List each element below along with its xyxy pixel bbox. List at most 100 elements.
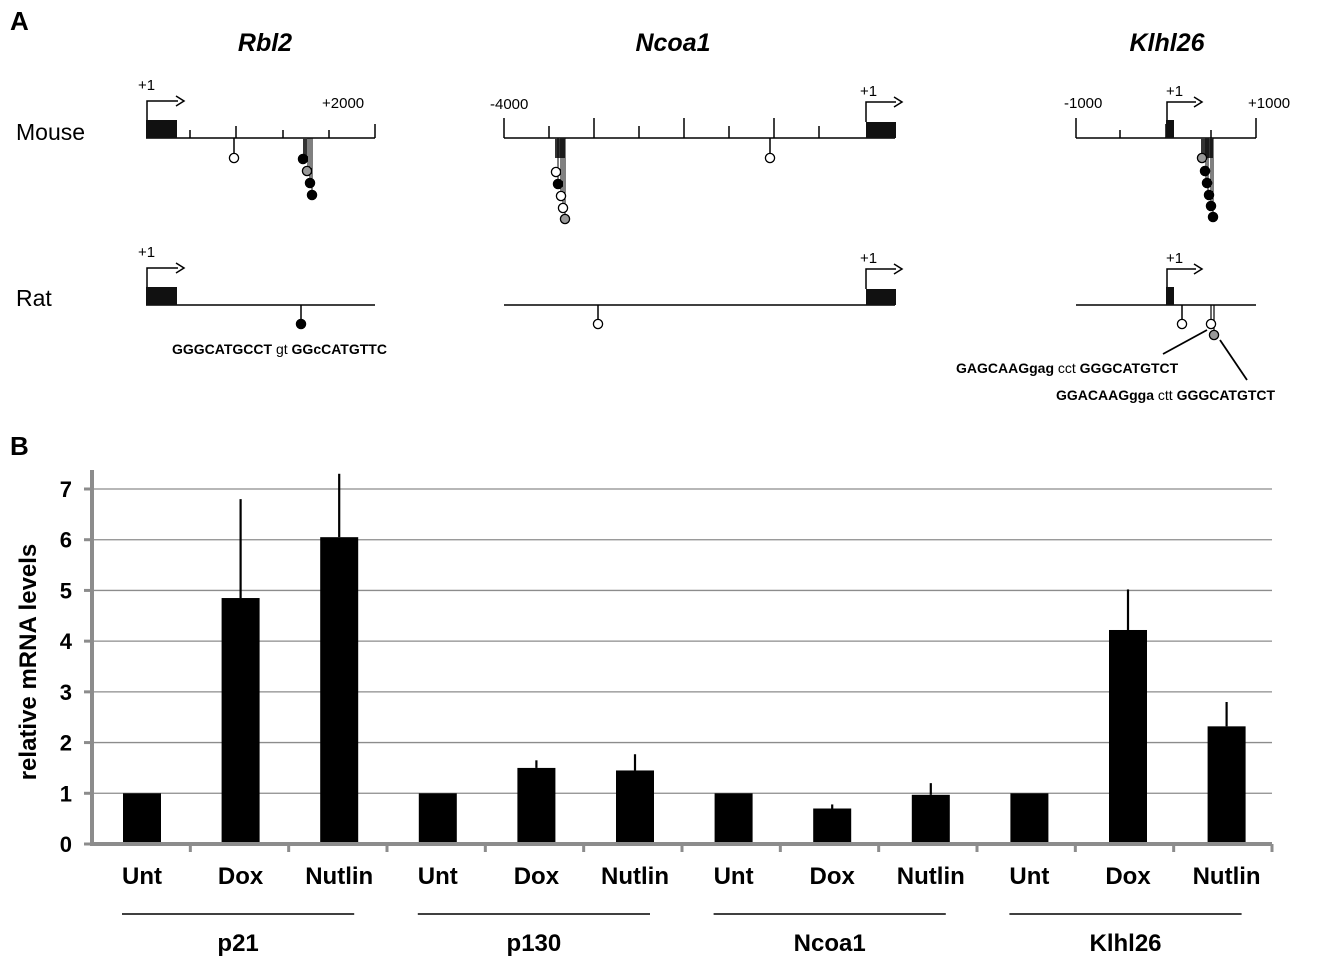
ncoa1-rat-exon bbox=[866, 289, 896, 305]
binding-site-white bbox=[550, 166, 562, 178]
binding-site-black bbox=[306, 189, 318, 201]
gene-title-ncoa1: Ncoa1 bbox=[635, 29, 710, 57]
x-tick-label: Nutlin bbox=[897, 863, 965, 890]
panel-a-gene-diagrams: A Rbl2 Ncoa1 Klhl26 Mouse Rat +1 +2000 bbox=[10, 6, 1290, 403]
bar-ncoa1-dox bbox=[813, 808, 852, 844]
binding-site-black bbox=[552, 178, 564, 190]
y-tick-label: 5 bbox=[60, 578, 72, 603]
binding-site-gray bbox=[1196, 152, 1208, 164]
x-tick-label: Nutlin bbox=[601, 863, 669, 890]
binding-site-black bbox=[1203, 189, 1215, 201]
klhl26-mouse-exon bbox=[1166, 120, 1174, 138]
binding-site-black bbox=[1207, 211, 1219, 223]
rbl2-mouse-exon bbox=[146, 120, 177, 138]
y-tick-label: 1 bbox=[60, 781, 72, 806]
panel-b-bar-chart: B relative mRNA levels 0 1 2 3 4 5 6 7 Unt Dox Nu… bbox=[10, 431, 1274, 957]
ncoa1-rat-tss-arrow bbox=[865, 268, 896, 289]
label-layer: Unt Dox Nutlin p21 Unt Dox Nutlin p130 Unt Dox Nut… bbox=[122, 863, 1261, 957]
arrowhead-icon bbox=[175, 95, 186, 107]
gene-title-rbl2: Rbl2 bbox=[238, 29, 292, 57]
binding-site-black bbox=[304, 177, 316, 189]
binding-site-black bbox=[297, 153, 309, 165]
binding-site-white bbox=[592, 318, 604, 330]
binding-site-white bbox=[228, 152, 240, 164]
y-tick-label: 6 bbox=[60, 528, 72, 553]
binding-site-white bbox=[1176, 318, 1188, 330]
bar-klhl26-dox bbox=[1109, 629, 1147, 844]
rbl2-mouse-tss-label: +1 bbox=[138, 77, 155, 94]
arrowhead-icon bbox=[893, 263, 904, 275]
gene-title-klhl26: Klhl26 bbox=[1129, 29, 1205, 57]
klhl26-rat-tss-arrow bbox=[1166, 268, 1196, 287]
rbl2-rat-tss-arrow bbox=[146, 267, 178, 287]
sequence-pointer-line bbox=[1162, 329, 1208, 355]
klhl26-mouse-track: +1 -1000 +1000 bbox=[1064, 83, 1290, 223]
panel-a-label: A bbox=[10, 6, 29, 36]
ncoa1-mouse-tss-arrow bbox=[865, 101, 896, 122]
klhl26-mouse-end-label: +1000 bbox=[1248, 95, 1290, 112]
y-axis-title: relative mRNA levels bbox=[15, 544, 42, 781]
klhl26-mouse-start-label: -1000 bbox=[1064, 95, 1102, 112]
arrowhead-icon bbox=[1193, 263, 1204, 275]
klhl26-rat-track: +1 GAGCAAGgag cct GGGCATGTCT GGACAAGgga … bbox=[956, 250, 1276, 403]
arrowhead-icon bbox=[175, 262, 186, 274]
ncoa1-mouse-start-label: -4000 bbox=[490, 96, 528, 113]
x-tick-label: Unt bbox=[714, 863, 754, 890]
rbl2-rat-site-sequence: GGGCATGCCT gt GGcCATGTTC bbox=[172, 341, 387, 357]
arrowhead-icon bbox=[893, 96, 904, 108]
x-tick-label: Nutlin bbox=[1193, 863, 1261, 890]
binding-site-gray bbox=[301, 165, 313, 177]
y-tick-label: 0 bbox=[60, 832, 72, 857]
y-tick-label: 7 bbox=[60, 477, 72, 502]
axis-layer: 0 1 2 3 4 5 6 7 bbox=[60, 470, 1274, 857]
bar-ncoa1-unt bbox=[714, 793, 753, 844]
bar-p21-unt bbox=[123, 793, 161, 844]
sequence-pointer-line bbox=[1219, 339, 1248, 381]
klhl26-rat-exon bbox=[1166, 287, 1174, 305]
x-tick-label: Dox bbox=[810, 863, 856, 890]
y-tick-label: 4 bbox=[60, 629, 73, 654]
binding-site-black bbox=[1199, 165, 1211, 177]
x-tick-label: Unt bbox=[1009, 863, 1049, 890]
bar-p130-unt bbox=[418, 793, 457, 844]
x-tick-label: Nutlin bbox=[305, 863, 373, 890]
species-label-mouse: Mouse bbox=[16, 119, 85, 145]
rbl2-rat-exon bbox=[146, 287, 177, 305]
ncoa1-mouse-track: +1 -4000 bbox=[490, 83, 904, 225]
group-label-p130: p130 bbox=[507, 930, 562, 957]
binding-site-black bbox=[295, 318, 307, 330]
y-tick-label: 2 bbox=[60, 731, 72, 756]
group-label-ncoa1: Ncoa1 bbox=[794, 930, 866, 957]
panel-b-label: B bbox=[10, 431, 29, 461]
klhl26-rat-tss-label: +1 bbox=[1166, 250, 1183, 267]
group-label-klhl26: Klhl26 bbox=[1089, 930, 1161, 957]
binding-site-gray bbox=[559, 213, 571, 225]
x-tick-label: Dox bbox=[218, 863, 264, 890]
binding-site-white bbox=[557, 202, 569, 214]
group-label-p21: p21 bbox=[217, 930, 258, 957]
rbl2-rat-track: +1 GGGCATGCCT gt GGcCATGTTC bbox=[138, 244, 387, 357]
bar-p130-dox bbox=[517, 767, 556, 844]
rbl2-mouse-track: +1 +2000 bbox=[138, 77, 376, 201]
bar-p130-nutlin bbox=[616, 770, 654, 844]
binding-site-white bbox=[1205, 318, 1217, 330]
ncoa1-mouse-tss-label: +1 bbox=[860, 83, 877, 100]
ncoa1-rat-tss-label: +1 bbox=[860, 250, 877, 267]
klhl26-mouse-tss-label: +1 bbox=[1166, 83, 1183, 100]
bar-klhl26-unt bbox=[1010, 793, 1049, 844]
x-tick-label: Dox bbox=[514, 863, 560, 890]
bar-p21-dox bbox=[221, 598, 260, 844]
grid-layer bbox=[92, 488, 1272, 794]
x-tick-label: Unt bbox=[418, 863, 458, 890]
x-tick-label: Dox bbox=[1105, 863, 1151, 890]
bar-layer bbox=[123, 473, 1246, 844]
ncoa1-rat-track: +1 bbox=[504, 250, 904, 330]
binding-site-gray bbox=[1208, 329, 1220, 341]
bar-klhl26-nutlin bbox=[1207, 726, 1246, 844]
binding-site-white bbox=[764, 152, 776, 164]
binding-site-black bbox=[1205, 200, 1217, 212]
arrowhead-icon bbox=[1193, 96, 1204, 108]
klhl26-rat-site-sequence-2: GGACAAGgga ctt GGGCATGTCT bbox=[1056, 387, 1276, 403]
y-tick-label: 3 bbox=[60, 680, 72, 705]
